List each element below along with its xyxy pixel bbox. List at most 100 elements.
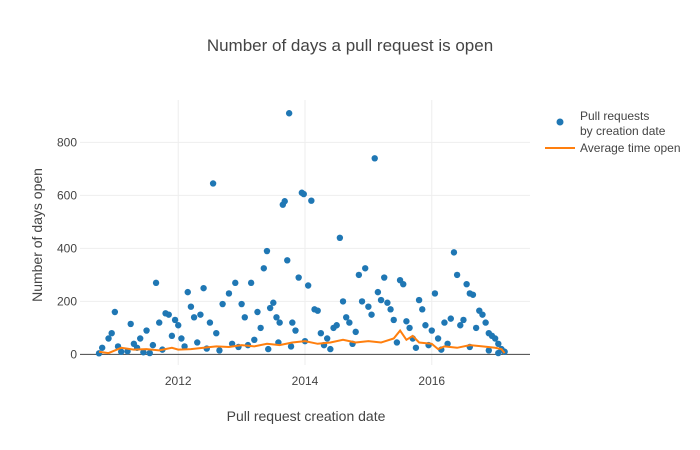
- data-point: [187, 303, 195, 310]
- data-point: [403, 318, 410, 325]
- legend-scatter-marker: [556, 118, 564, 126]
- data-point: [415, 296, 423, 304]
- tick-layer: 0 200 400 600 800 2012 2014 2016: [57, 135, 445, 388]
- data-point: [190, 314, 198, 321]
- data-point: [346, 319, 353, 326]
- x-axis-title: Pull request creation date: [227, 408, 386, 424]
- y-tick-label: 0: [70, 347, 77, 361]
- data-point: [284, 257, 291, 264]
- data-point: [422, 322, 429, 329]
- data-point: [140, 349, 147, 356]
- data-point: [450, 249, 458, 256]
- data-point: [225, 290, 233, 297]
- x-tick-label: 2012: [165, 374, 192, 388]
- data-point: [431, 290, 439, 297]
- data-point: [444, 340, 451, 347]
- data-point: [419, 306, 426, 313]
- data-point: [457, 322, 464, 329]
- data-point: [495, 340, 502, 347]
- data-point: [254, 308, 261, 316]
- data-point: [194, 339, 201, 346]
- data-point: [479, 311, 486, 318]
- data-point: [289, 319, 296, 326]
- data-point: [257, 324, 264, 332]
- data-point: [232, 279, 239, 287]
- average-line: [98, 328, 506, 355]
- legend-scatter-label: Pull requests by creation date: [580, 109, 666, 138]
- data-point: [184, 288, 191, 296]
- data-point: [393, 339, 401, 346]
- data-point: [371, 155, 378, 162]
- legend[interactable]: Pull requests by creation date Average ti…: [545, 109, 681, 155]
- y-tick-label: 200: [57, 294, 77, 308]
- data-point: [381, 274, 388, 281]
- data-point: [117, 348, 125, 355]
- data-point: [146, 349, 153, 357]
- data-point: [156, 319, 163, 326]
- data-point: [265, 345, 272, 353]
- data-point: [406, 324, 413, 332]
- chart-title: Number of days a pull request is open: [207, 36, 493, 55]
- data-point: [178, 335, 185, 342]
- data-point: [276, 319, 283, 326]
- data-point: [384, 299, 391, 306]
- data-point: [377, 296, 385, 304]
- data-point: [266, 304, 274, 312]
- data-point: [200, 284, 207, 292]
- data-point: [362, 265, 369, 272]
- data-point: [216, 347, 223, 354]
- data-point: [463, 280, 470, 288]
- points-layer: [95, 110, 508, 357]
- data-point: [339, 298, 347, 305]
- x-tick-label: 2016: [418, 374, 445, 388]
- data-point: [273, 314, 280, 321]
- data-point: [336, 234, 344, 241]
- line-layer: [98, 328, 506, 355]
- data-point: [447, 315, 454, 322]
- data-point: [98, 344, 106, 351]
- data-point: [168, 332, 176, 340]
- data-point: [314, 307, 321, 314]
- data-point: [327, 345, 334, 353]
- data-point: [171, 316, 179, 324]
- y-tick-label: 400: [57, 241, 77, 255]
- data-point: [352, 328, 359, 336]
- data-point: [152, 279, 160, 287]
- y-tick-label: 600: [57, 188, 77, 202]
- data-point: [247, 279, 255, 287]
- data-point: [287, 343, 295, 350]
- data-point: [441, 319, 448, 326]
- data-point: [175, 322, 182, 329]
- data-point: [219, 300, 226, 308]
- data-point: [127, 320, 134, 328]
- data-point: [482, 319, 489, 326]
- data-point: [285, 110, 293, 117]
- data-point: [374, 288, 382, 296]
- data-point: [308, 197, 315, 204]
- data-point: [181, 343, 188, 350]
- data-point: [333, 322, 340, 329]
- data-point: [260, 265, 268, 272]
- data-point: [292, 327, 299, 334]
- data-point: [469, 291, 477, 298]
- data-point: [342, 314, 350, 321]
- data-point: [387, 306, 394, 313]
- data-point: [323, 335, 331, 342]
- data-point: [295, 274, 302, 281]
- data-point: [281, 198, 288, 205]
- data-point: [472, 324, 480, 332]
- data-point: [304, 282, 312, 289]
- data-point: [428, 327, 435, 334]
- data-point: [300, 190, 307, 198]
- data-point: [485, 347, 493, 354]
- data-point: [400, 280, 407, 288]
- data-point: [355, 271, 363, 279]
- data-point: [143, 327, 150, 334]
- data-point: [197, 311, 204, 318]
- data-point: [390, 316, 397, 324]
- data-point: [108, 330, 115, 337]
- data-point: [453, 271, 461, 279]
- data-point: [358, 298, 366, 305]
